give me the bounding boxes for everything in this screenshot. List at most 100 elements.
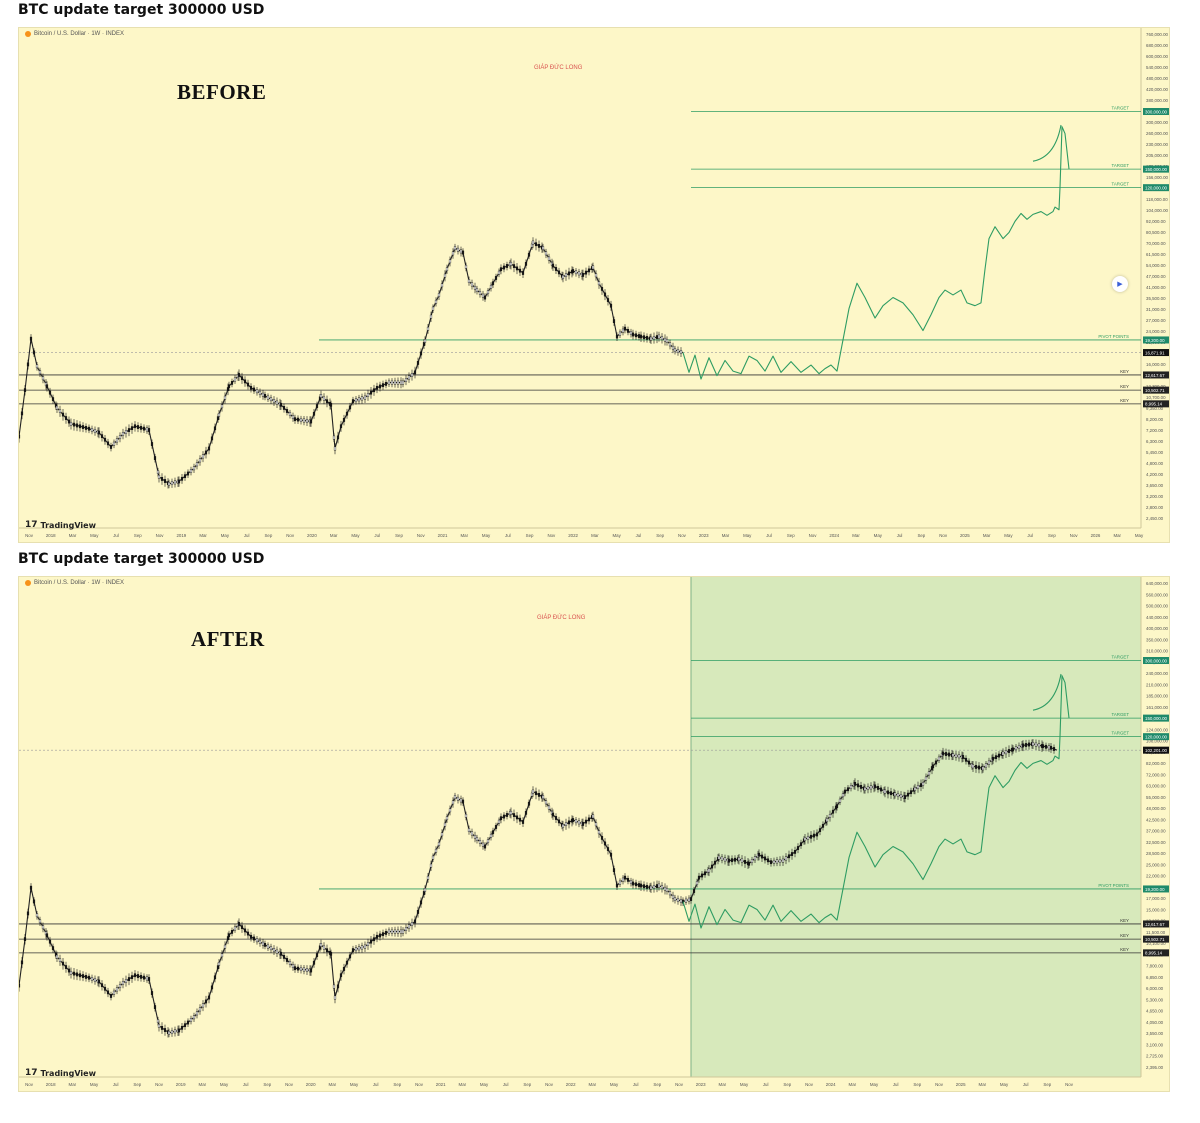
- price-candle-body: [121, 981, 125, 985]
- price-candle-body: [157, 474, 161, 479]
- level-price-text: 10,502.71: [1145, 388, 1165, 393]
- price-candle-body: [1014, 746, 1018, 751]
- x-tick-label: Nov: [809, 533, 818, 538]
- y-tick-label: 70,000.00: [1146, 241, 1166, 246]
- chart-svg-before[interactable]: 760,000.00 680,000.00 600,000.00 540,000.00…: [19, 28, 1169, 542]
- price-candle-body: [906, 792, 910, 797]
- price-candle-body: [534, 242, 538, 247]
- y-tick-label: 185,000.00: [1146, 694, 1169, 699]
- price-candle-body: [591, 814, 595, 819]
- price-candle-body: [243, 928, 247, 933]
- price-candle-body: [339, 424, 343, 429]
- price-candle-body: [473, 285, 477, 290]
- price-candle-body: [637, 883, 641, 887]
- current-price-tag: [1143, 746, 1169, 754]
- price-candle-body: [322, 945, 326, 950]
- price-candle-body: [665, 338, 669, 343]
- price-candle-body: [594, 822, 598, 827]
- price-candle-body: [413, 919, 417, 924]
- price-candle-body: [35, 913, 39, 918]
- level-price-tag: [1143, 336, 1169, 344]
- price-candle-body: [700, 873, 704, 878]
- projection-zone: [691, 577, 1141, 1077]
- price-candle-body: [551, 812, 555, 817]
- y-tick-label: 420,000.00: [1146, 87, 1169, 92]
- x-tick-label: May: [480, 1082, 489, 1087]
- price-candle-body: [230, 930, 234, 934]
- price-candle-body: [315, 953, 319, 957]
- price-candle-body: [354, 398, 358, 403]
- price-candle-body: [360, 396, 364, 401]
- price-candle-body: [629, 331, 633, 335]
- price-candle-body: [322, 396, 326, 401]
- level-price-tag: [1143, 733, 1169, 741]
- tradingview-icon: 17: [25, 520, 38, 530]
- x-tick-label: Mar: [459, 1082, 467, 1087]
- chart-panel-after[interactable]: 640,000.00 560,000.00 500,000.00 440,000.00…: [18, 576, 1170, 1092]
- price-candle-body: [663, 886, 667, 891]
- y-tick-label: 104,000.00: [1146, 208, 1169, 213]
- price-candle-body: [951, 753, 955, 758]
- price-candle-body: [769, 860, 773, 865]
- price-candle-body: [639, 883, 643, 888]
- price-candle-body: [673, 348, 677, 352]
- x-tick-label: 2021: [436, 1082, 446, 1087]
- price-candle-body: [279, 402, 283, 407]
- price-candle-body: [456, 796, 460, 801]
- x-tick-label: Sep: [1043, 1082, 1051, 1087]
- price-candle-body: [32, 899, 36, 904]
- price-candle-body: [713, 860, 717, 865]
- x-tick-label: 2024: [826, 1082, 836, 1087]
- price-candle-body: [660, 885, 664, 890]
- level-label: KEY: [1120, 933, 1129, 938]
- x-tick-label: Mar: [591, 533, 599, 538]
- price-candle-body: [464, 264, 468, 269]
- x-tick-label: May: [482, 533, 491, 538]
- price-candle-body: [505, 264, 509, 268]
- price-candle-body: [183, 1023, 187, 1028]
- x-tick-label: Sep: [263, 1082, 271, 1087]
- x-tick-label: May: [1004, 533, 1013, 538]
- price-candle-body: [615, 334, 619, 339]
- price-candle-body: [941, 751, 945, 756]
- price-candle-body: [494, 825, 498, 829]
- price-candle-body: [167, 1030, 171, 1035]
- price-candle-body: [384, 931, 388, 935]
- level-price-text: 300,000.00: [1145, 109, 1168, 114]
- price-candle-body: [90, 977, 94, 981]
- price-candle-body: [87, 426, 91, 431]
- level-price-text: 120,000.00: [1145, 734, 1168, 739]
- chart-svg-after[interactable]: 640,000.00 560,000.00 500,000.00 440,000.00…: [19, 577, 1169, 1091]
- y-tick-label: 25,000.00: [1146, 862, 1166, 867]
- price-candle-body: [668, 891, 672, 896]
- price-candle-body: [23, 937, 27, 941]
- price-candle-body: [198, 1007, 202, 1012]
- price-candle-body: [564, 273, 568, 278]
- price-candle-body: [486, 839, 490, 844]
- price-candle-body: [147, 428, 151, 432]
- price-candle-body: [499, 816, 503, 821]
- price-candle-body: [964, 757, 968, 762]
- x-tick-label: Jul: [1027, 533, 1033, 538]
- level-price-text: 8,995.14: [1145, 951, 1163, 956]
- x-tick-label: Nov: [547, 533, 556, 538]
- chart-panel-before[interactable]: 760,000.00 680,000.00 600,000.00 540,000.00…: [18, 27, 1170, 543]
- x-tick-label: Mar: [330, 533, 338, 538]
- price-candle-body: [544, 251, 548, 256]
- price-candle-body: [423, 338, 427, 343]
- price-candle-body: [332, 435, 336, 440]
- price-candle-body: [180, 476, 184, 481]
- level-label: TARGET: [1112, 163, 1130, 168]
- price-candle-body: [41, 925, 45, 930]
- price-candle-body: [336, 984, 340, 989]
- x-tick-label: Nov: [285, 1082, 294, 1087]
- replay-play-icon[interactable]: ▶: [1112, 276, 1128, 292]
- price-candle-body: [342, 967, 346, 971]
- price-candle-body: [521, 271, 525, 275]
- price-candle-body: [775, 859, 779, 864]
- price-candle-body: [606, 298, 610, 302]
- price-candle-body: [220, 404, 224, 409]
- price-candle-body: [189, 469, 193, 473]
- price-candle-body: [136, 425, 140, 429]
- price-candle-body: [216, 416, 220, 421]
